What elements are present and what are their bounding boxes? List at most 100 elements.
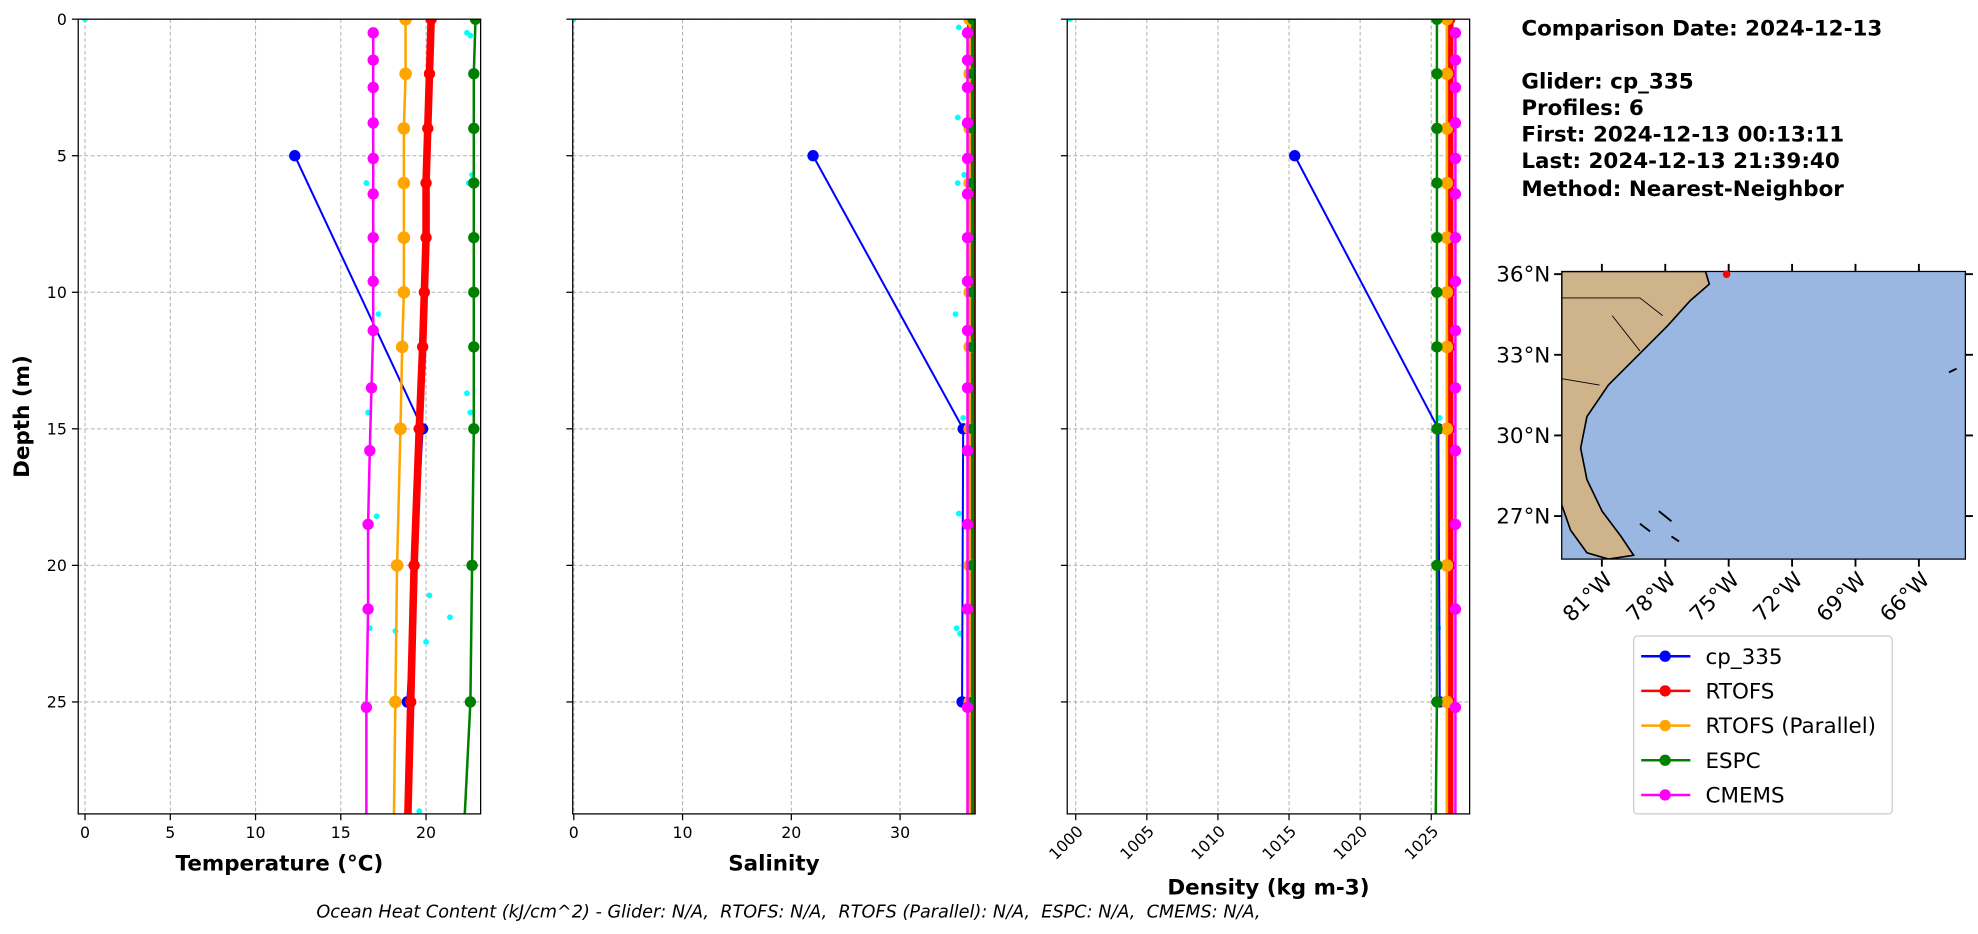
x-axis-label: Temperature (°C) <box>176 852 384 877</box>
profile-marker <box>399 67 412 81</box>
x-tick-label: 20 <box>416 823 436 842</box>
profile-marker <box>967 177 976 189</box>
profile-marker <box>1449 152 1462 165</box>
map-y-tick-label: 27°N <box>1496 505 1550 530</box>
profile-marker <box>367 117 379 129</box>
profile-marker <box>397 176 411 190</box>
profile-marker <box>1440 340 1454 354</box>
axes-frame <box>572 18 976 815</box>
profile-marker <box>420 177 432 189</box>
profile-marker <box>1440 695 1454 709</box>
profile-marker <box>394 422 407 436</box>
profile-marker <box>1440 122 1454 135</box>
profile-marker <box>961 231 974 244</box>
map-x-tick-label: 81°W <box>1558 568 1618 628</box>
profile-marker <box>967 833 978 844</box>
raw-point <box>467 409 474 416</box>
profile-marker <box>1449 231 1462 244</box>
profile-marker <box>1449 701 1462 714</box>
legend-label: cp_335 <box>1706 645 1783 670</box>
profile-marker <box>961 81 974 94</box>
x-tick-label: 1015 <box>1258 822 1300 864</box>
legend-marker <box>1659 789 1671 801</box>
profile-marker <box>1450 816 1461 827</box>
x-tick-label: 0 <box>569 823 579 842</box>
profile-marker <box>468 341 480 353</box>
profile-marker <box>961 275 974 288</box>
y-tick-label: 0 <box>57 10 67 29</box>
raw-point <box>447 614 453 621</box>
profile-marker <box>367 27 379 39</box>
raw-point <box>464 390 470 397</box>
info-line: Method: Nearest-Neighbor <box>1521 177 1844 202</box>
axes-frame <box>1066 18 1471 815</box>
profile-marker <box>961 117 974 129</box>
profile-marker <box>1431 19 1443 25</box>
y-tick-label: 5 <box>57 146 67 165</box>
legend-marker <box>1659 719 1671 732</box>
info-line: Last: 2024-12-13 21:39:40 <box>1521 149 1839 174</box>
profile-marker <box>422 122 434 135</box>
map-x-tick-label: 78°W <box>1622 568 1682 628</box>
legend-marker <box>1659 754 1671 766</box>
profile-marker <box>967 286 976 298</box>
raw-point <box>375 311 382 318</box>
x-tick-label: 1000 <box>1045 822 1087 864</box>
profile-marker <box>1449 445 1462 457</box>
map-y-tick-label: 30°N <box>1496 424 1550 449</box>
x-axis-label: Density (kg m-3) <box>1167 876 1369 901</box>
profile-marker <box>961 382 974 394</box>
y-tick-label: 20 <box>47 556 67 575</box>
info-line: First: 2024-12-13 00:13:11 <box>1521 123 1844 148</box>
profile-marker <box>1431 68 1443 80</box>
profile-marker <box>1431 559 1443 572</box>
profile-marker <box>468 231 480 244</box>
raw-point <box>955 510 962 517</box>
info-line: Glider: cp_335 <box>1521 70 1693 95</box>
profile-marker <box>1444 833 1455 844</box>
profile-marker <box>367 324 379 337</box>
raw-point <box>1067 19 1073 23</box>
profile-marker <box>1440 422 1454 436</box>
profile-marker <box>1440 231 1454 244</box>
raw-point <box>952 311 959 318</box>
profile-marker <box>1440 559 1454 572</box>
profile-marker <box>399 19 412 26</box>
profile-marker <box>468 122 480 135</box>
profile-marker <box>289 150 301 162</box>
x-tick-label: 1020 <box>1329 822 1371 864</box>
profile-marker <box>408 559 420 572</box>
legend-label: CMEMS <box>1706 784 1785 809</box>
profile-marker <box>961 518 974 531</box>
raw-point <box>82 19 88 23</box>
raw-point <box>363 180 370 186</box>
plot-area <box>572 19 978 845</box>
profile-marker <box>961 188 974 200</box>
plot-area <box>82 19 481 814</box>
raw-point <box>572 19 577 23</box>
map-y-tick-label: 33°N <box>1496 343 1550 368</box>
raw-point <box>426 592 433 599</box>
profile-marker <box>1431 423 1443 435</box>
profile-marker <box>362 603 374 615</box>
profile-marker <box>963 832 976 845</box>
profile-marker <box>423 68 436 80</box>
profile-marker <box>365 382 378 394</box>
x-tick-label: 1010 <box>1187 822 1229 864</box>
profile-marker <box>961 324 974 337</box>
map-x-tick-label: 72°W <box>1749 568 1809 628</box>
profile-marker <box>962 816 973 827</box>
profile-marker <box>367 81 379 94</box>
profile-marker <box>468 68 480 80</box>
profile-marker <box>364 445 376 457</box>
legend-label: ESPC <box>1706 749 1761 774</box>
profile-marker <box>1449 324 1462 337</box>
y-tick-label: 25 <box>47 693 67 712</box>
x-axis-label: Salinity <box>728 852 819 877</box>
x-tick-label: 10 <box>246 823 266 842</box>
legend-marker <box>1659 685 1671 697</box>
land <box>1561 271 1711 560</box>
profile-marker <box>961 445 974 457</box>
profile-marker <box>360 701 373 714</box>
profile-marker <box>1431 122 1443 135</box>
